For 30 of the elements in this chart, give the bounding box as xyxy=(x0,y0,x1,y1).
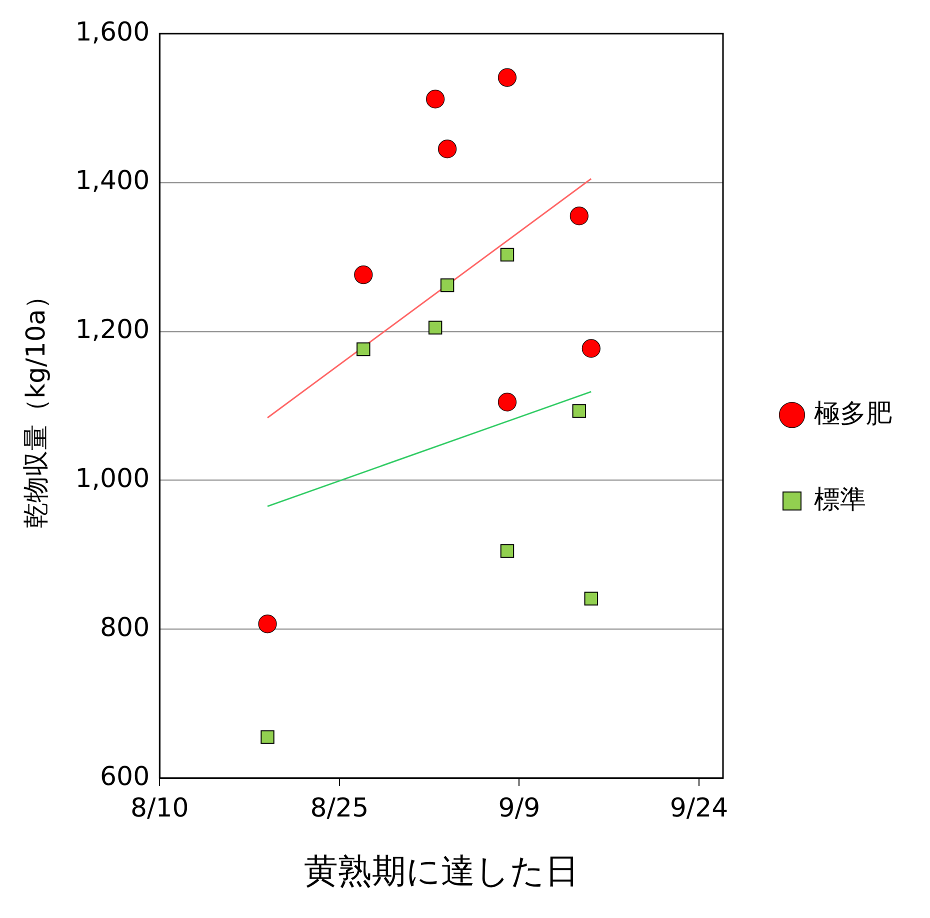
y-tick-label: 600 xyxy=(100,762,150,792)
x-tick-label: 9/24 xyxy=(670,793,728,824)
point xyxy=(354,265,373,284)
y-tick-label: 1,200 xyxy=(75,315,150,346)
y-tick-label: 1,600 xyxy=(75,17,150,48)
legend-label: 極多肥 xyxy=(814,398,892,429)
point xyxy=(438,140,457,158)
point xyxy=(356,342,370,356)
point xyxy=(570,206,588,226)
point xyxy=(572,404,586,418)
point xyxy=(498,68,517,87)
point xyxy=(260,730,274,744)
point xyxy=(500,248,514,262)
y-tick-label: 1,400 xyxy=(75,166,150,196)
point xyxy=(498,392,517,412)
y-tick-label: 800 xyxy=(100,612,150,643)
point xyxy=(582,339,600,358)
x-tick-label: 8/10 xyxy=(130,793,189,824)
legend-label: 標準 xyxy=(814,484,866,515)
y-axis-title: 乾物収量（kg/10a） xyxy=(21,283,52,528)
point xyxy=(258,614,277,634)
x-tick-label: 9/9 xyxy=(498,793,540,824)
point xyxy=(584,592,598,606)
point xyxy=(426,90,445,108)
x-tick-label: 8/25 xyxy=(310,793,369,824)
point xyxy=(428,320,442,334)
y-tick-label: 1,000 xyxy=(75,464,150,494)
point xyxy=(440,278,454,292)
x-axis-title: 黄熟期に達した日 xyxy=(304,851,579,892)
point xyxy=(500,544,514,558)
